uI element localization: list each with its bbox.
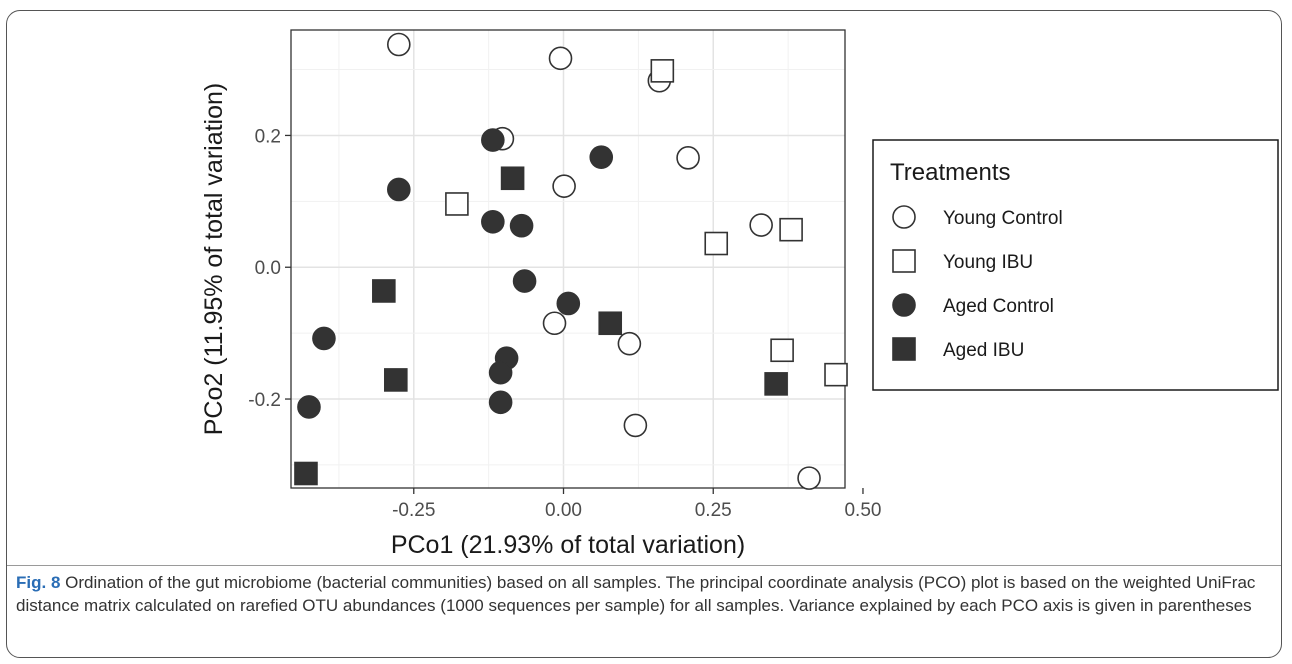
- open-circle-point: [749, 213, 773, 237]
- legend-entry-label: Aged IBU: [943, 340, 1024, 361]
- legend: Treatments Young Control Young IBU Aged Co…: [872, 139, 1279, 391]
- legend-entry-label: Young IBU: [943, 252, 1033, 273]
- legend-box: [872, 139, 1279, 391]
- open-square-point: [704, 231, 729, 256]
- filled-circle-point: [556, 291, 581, 316]
- filled-circle-point: [312, 326, 336, 351]
- filled-circle-point: [488, 360, 513, 385]
- open-circle-point: [548, 46, 573, 71]
- open-circle-point: [623, 413, 648, 438]
- filled-square-point: [372, 279, 396, 303]
- filled-circle-point: [512, 269, 537, 293]
- figure-caption: Fig. 8 Ordination of the gut microbiome …: [16, 571, 1278, 617]
- legend-entry-label: Aged Control: [943, 296, 1054, 317]
- filled-square-point: [764, 372, 788, 396]
- filled-circle-point: [387, 177, 411, 202]
- axis-ticks: -0.25 0.00 0.25 0.50 -0.2 0.0 0.2: [248, 126, 881, 521]
- open-circle-point: [797, 466, 821, 490]
- legend-title: Treatments: [890, 159, 1010, 186]
- open-circle-point: [676, 146, 700, 170]
- y-tick-label: 0.0: [255, 258, 281, 279]
- plot-panel-border: [290, 29, 846, 489]
- x-axis-title: PCo1 (21.93% of total variation): [391, 531, 745, 559]
- legend-key-circle: [892, 205, 916, 229]
- open-circle-point: [387, 32, 411, 57]
- filled-square-point: [598, 311, 623, 336]
- open-square-point: [445, 192, 469, 216]
- open-square-point: [650, 59, 675, 83]
- filled-circle-point: [589, 145, 614, 169]
- x-tick-label: -0.25: [392, 500, 435, 521]
- y-tick-label: 0.2: [255, 126, 281, 147]
- y-axis-title: PCo2 (11.95% of total variation): [200, 83, 228, 436]
- data-points: [294, 32, 848, 490]
- legend-items: Young Control Young IBU Aged Control Aged I…: [892, 205, 1063, 361]
- filled-circle-point: [481, 128, 505, 152]
- filled-circle-point: [297, 395, 321, 419]
- series-young-control: [387, 32, 821, 490]
- filled-circle-point: [509, 213, 534, 238]
- caption-text: Ordination of the gut microbiome (bacter…: [16, 573, 1256, 615]
- filled-square-point: [384, 368, 408, 392]
- y-tick-label: -0.2: [248, 390, 281, 411]
- open-square-point: [779, 217, 803, 242]
- legend-entry-label: Young Control: [943, 208, 1063, 229]
- caption-divider: [7, 565, 1281, 566]
- open-square-point: [824, 362, 848, 387]
- figure-frame: [6, 10, 1282, 658]
- open-circle-point: [542, 311, 567, 336]
- legend-key-circle: [892, 293, 916, 317]
- open-circle-point: [617, 331, 642, 356]
- grid-lines: [291, 30, 845, 488]
- filled-circle-point: [488, 390, 513, 415]
- open-circle-point: [552, 174, 576, 198]
- caption-label: Fig. 8: [16, 573, 61, 592]
- legend-key-square: [892, 249, 916, 273]
- x-tick-label: 0.25: [695, 500, 732, 521]
- series-aged-control: [297, 128, 614, 419]
- x-tick-label: 0.50: [844, 500, 881, 521]
- filled-square-point: [294, 461, 318, 486]
- open-square-point: [770, 338, 794, 363]
- series-aged-ibu: [294, 166, 788, 486]
- legend-key-square: [892, 337, 916, 361]
- filled-square-point: [500, 166, 525, 191]
- series-young-ibu: [445, 59, 848, 387]
- x-tick-label: 0.00: [545, 500, 582, 521]
- filled-circle-point: [481, 209, 505, 234]
